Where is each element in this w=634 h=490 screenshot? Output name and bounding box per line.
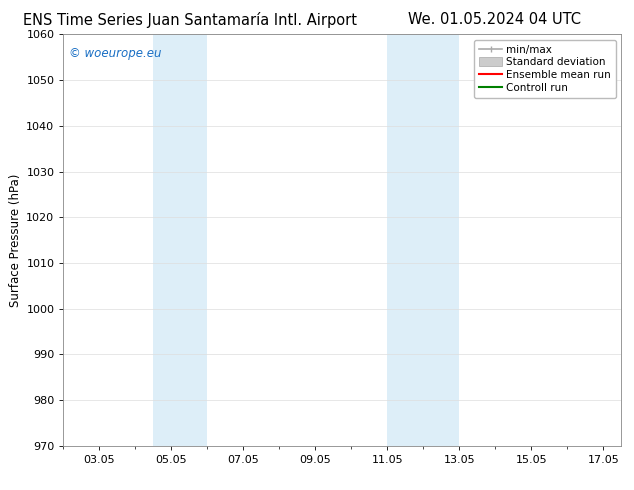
Y-axis label: Surface Pressure (hPa): Surface Pressure (hPa) — [9, 173, 22, 307]
Text: © woeurope.eu: © woeurope.eu — [69, 47, 162, 60]
Bar — [153, 34, 207, 446]
Text: ENS Time Series Juan Santamaría Intl. Airport: ENS Time Series Juan Santamaría Intl. Ai… — [23, 12, 357, 28]
Legend: min/max, Standard deviation, Ensemble mean run, Controll run: min/max, Standard deviation, Ensemble me… — [474, 40, 616, 98]
Text: We. 01.05.2024 04 UTC: We. 01.05.2024 04 UTC — [408, 12, 581, 27]
Bar — [387, 34, 460, 446]
